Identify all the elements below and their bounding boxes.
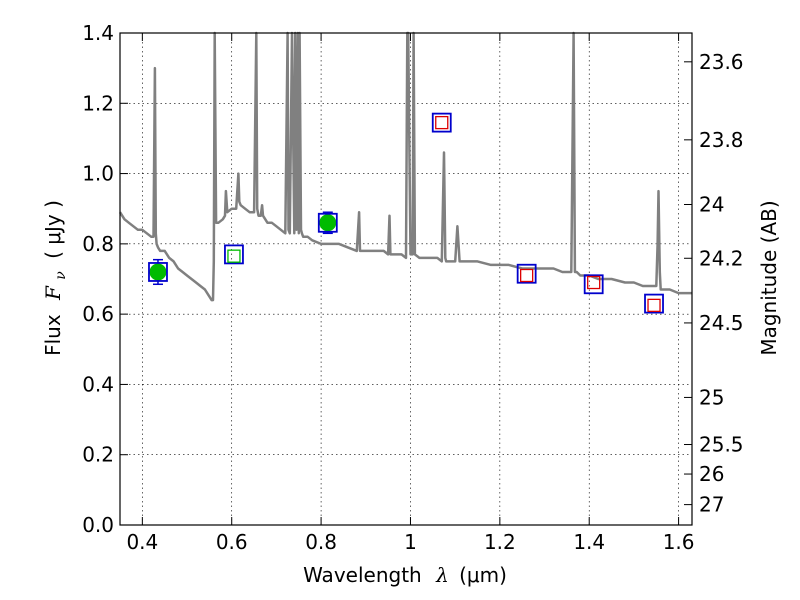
observed-flux-point bbox=[149, 263, 167, 281]
y-axis-label-text: Flux bbox=[41, 314, 65, 356]
x-axis-label: Wavelength λ (μm) bbox=[303, 563, 507, 587]
synthetic-flux-square bbox=[227, 249, 241, 263]
y2-tick-label: 24.2 bbox=[699, 246, 744, 270]
x-tick-label: 0.4 bbox=[126, 530, 158, 554]
y2-tick-label: 25.5 bbox=[699, 433, 744, 457]
y2-tick-label: 23.6 bbox=[699, 50, 744, 74]
synthetic-flux-square bbox=[435, 115, 449, 130]
synthetic-flux-square bbox=[647, 298, 661, 313]
y2-tick-label: 23.8 bbox=[699, 128, 744, 152]
y-tick-label: 1.4 bbox=[82, 21, 114, 45]
model-flux-square bbox=[583, 274, 604, 295]
x-axis-label-symbol: λ bbox=[435, 563, 449, 587]
synthetic-flux-square bbox=[520, 268, 534, 283]
plot-area bbox=[118, 31, 692, 314]
x-axis-label-text: Wavelength bbox=[303, 563, 422, 587]
y-axis-label-unit: ( μJy ) bbox=[41, 200, 65, 259]
y-axis-label-symbol: F bbox=[41, 285, 65, 301]
y-tick-label: 0.0 bbox=[82, 513, 114, 537]
y2-axis-label: Magnitude (AB) bbox=[757, 200, 781, 355]
y2-tick-label: 25 bbox=[699, 385, 724, 409]
synthetic-flux-square bbox=[587, 275, 601, 290]
y-axis-label-subscript: ν bbox=[53, 271, 69, 280]
ticks: 0.4 0.6 0.8 1 1.2 1.4 1.6 0.0 0.2 0.4 0.6 0.8 1.0 1.2… bbox=[82, 21, 743, 554]
model-flux-square bbox=[516, 263, 537, 284]
model-flux-square bbox=[431, 112, 452, 133]
model-flux-square bbox=[224, 244, 244, 265]
plot-frame bbox=[119, 32, 693, 526]
y-tick-label: 1.2 bbox=[82, 91, 114, 115]
x-tick-label: 1 bbox=[404, 530, 417, 554]
y2-tick-label: 26 bbox=[699, 462, 724, 486]
x-axis-label-unit: (μm) bbox=[459, 563, 507, 587]
y-tick-label: 0.4 bbox=[82, 372, 114, 396]
model-spectrum-line bbox=[118, 31, 692, 302]
y2-tick-label: 24.5 bbox=[699, 311, 744, 335]
x-tick-label: 0.6 bbox=[216, 530, 248, 554]
y-tick-label: 0.2 bbox=[82, 443, 114, 467]
model-flux-square bbox=[644, 293, 664, 314]
y2-tick-label: 24 bbox=[699, 192, 724, 216]
x-tick-label: 0.8 bbox=[305, 530, 337, 554]
model-flux-square bbox=[317, 212, 338, 233]
x-tick-label: 1.2 bbox=[484, 530, 516, 554]
x-tick-label: 1.4 bbox=[573, 530, 605, 554]
y-tick-label: 0.6 bbox=[82, 302, 114, 326]
y-tick-label: 1.0 bbox=[82, 162, 114, 186]
model-flux-square bbox=[148, 262, 168, 282]
observed-flux-point bbox=[319, 214, 337, 232]
y-axis-label: Flux F ν ( μJy ) bbox=[41, 200, 70, 356]
y2-tick-label: 27 bbox=[699, 493, 724, 517]
y-tick-label: 0.8 bbox=[82, 232, 114, 256]
x-tick-label: 1.6 bbox=[663, 530, 695, 554]
